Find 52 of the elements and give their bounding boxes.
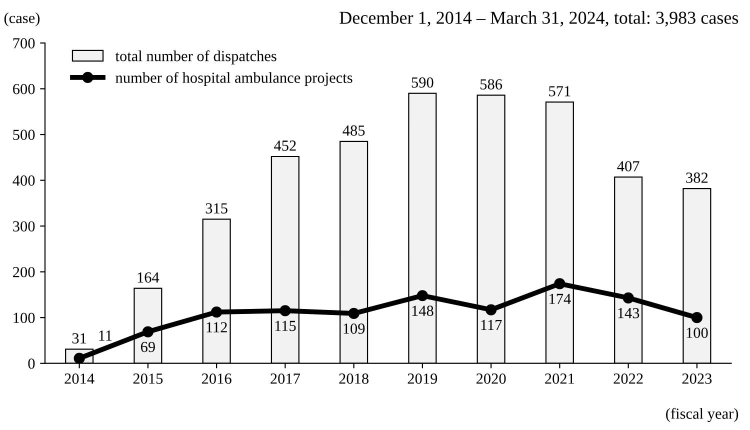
chart-title: December 1, 2014 – March 31, 2024, total: 3,983 cases: [340, 11, 738, 26]
data-label: 407: [617, 161, 640, 172]
point: [348, 308, 360, 320]
data-label: 11: [99, 330, 112, 341]
point: [416, 290, 428, 302]
point: [211, 306, 222, 318]
y-tick-label: 200: [13, 266, 35, 278]
x-tick-label: 2019: [408, 374, 438, 384]
y-tick-label: 600: [13, 84, 35, 94]
data-label: 452: [274, 140, 296, 151]
data-label: 69: [140, 342, 155, 352]
data-label: 174: [550, 294, 571, 304]
point: [486, 304, 497, 316]
data-label: 148: [412, 306, 434, 316]
y-tick-label: 400: [12, 175, 35, 186]
data-label: 382: [686, 172, 708, 183]
x-tick-label: 2017: [270, 374, 300, 384]
data-label: 109: [344, 324, 365, 334]
y-tick-label: 700: [13, 38, 35, 48]
x-tick-label: 2022: [614, 374, 643, 384]
point: [622, 292, 634, 304]
x-tick-label: 2015: [133, 374, 163, 384]
data-label: 164: [138, 272, 160, 283]
x-tick-label: 2018: [339, 374, 369, 384]
point: [280, 305, 291, 316]
x-tick-label: 2016: [202, 374, 232, 384]
y-tick-label: 100: [14, 312, 35, 324]
data-label: 31: [72, 333, 86, 344]
data-label: 586: [480, 79, 502, 90]
x-tick-label: 2020: [476, 374, 506, 384]
y-tick-label: 0: [28, 358, 35, 369]
y-axis-title: (case): [4, 12, 40, 26]
legend-label: total number of dispatches: [115, 50, 276, 64]
data-label: 315: [206, 203, 228, 214]
data-label: 143: [618, 308, 640, 318]
x-tick-label: 2021: [545, 374, 574, 384]
data-label: 590: [412, 77, 434, 88]
data-label: 485: [342, 125, 365, 136]
x-tick-label: 2023: [682, 374, 712, 384]
data-label: 115: [275, 320, 296, 332]
data-label: 100: [686, 328, 708, 338]
point: [142, 326, 154, 338]
y-tick-label: 500: [13, 130, 35, 140]
x-axis-title: (fiscal year): [666, 408, 738, 422]
data-label: 571: [549, 86, 570, 96]
point: [554, 278, 566, 290]
data-label: 117: [481, 320, 502, 330]
legend-label: number of hospital ambulance projects: [116, 72, 352, 86]
x-tick-label: 2014: [64, 374, 94, 384]
y-tick-label: 300: [13, 221, 35, 232]
point: [691, 312, 702, 324]
data-label: 112: [206, 322, 227, 332]
